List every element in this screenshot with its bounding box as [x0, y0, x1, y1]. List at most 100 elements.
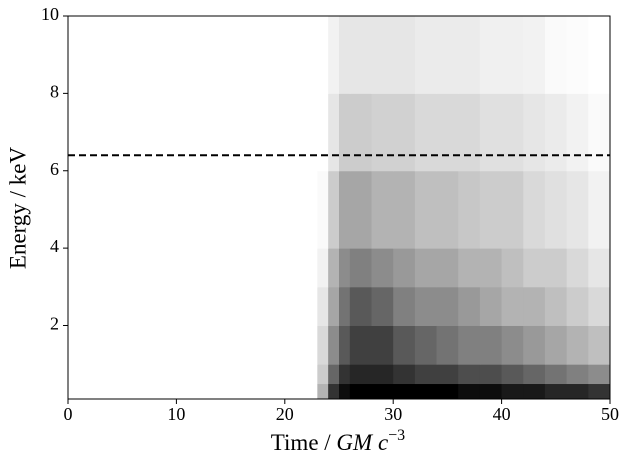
heat-cell	[317, 364, 329, 385]
heat-cell	[371, 170, 394, 249]
heat-cell	[588, 16, 611, 94]
heat-cell	[566, 248, 589, 288]
heat-cell	[414, 286, 438, 326]
heat-cell	[371, 383, 394, 400]
heat-cell	[479, 286, 503, 326]
heat-cell	[328, 93, 340, 172]
heat-cell	[436, 383, 459, 400]
heat-cell	[328, 286, 340, 326]
heat-cell	[458, 383, 481, 400]
heat-cell	[458, 364, 481, 385]
x-label-text: Time /	[271, 430, 337, 455]
heat-cell	[339, 325, 351, 365]
heat-cell	[339, 383, 351, 400]
heat-cell	[328, 325, 340, 365]
heat-cell	[371, 93, 394, 172]
heat-cell	[414, 248, 438, 288]
heat-cell	[523, 364, 546, 385]
heat-cell	[349, 364, 373, 385]
heat-cell	[349, 170, 373, 249]
heat-cell	[68, 170, 318, 249]
heat-cell	[371, 248, 394, 288]
heat-cell	[339, 286, 351, 326]
heat-cell	[68, 16, 318, 94]
heat-cell	[317, 16, 329, 94]
heat-cell	[68, 364, 318, 385]
y-tick-label: 4	[50, 236, 59, 256]
heat-cell	[339, 170, 351, 249]
heat-cell	[436, 248, 459, 288]
heat-cell	[393, 93, 416, 172]
heat-cell	[436, 93, 459, 172]
heat-cell	[523, 93, 546, 172]
heat-cell	[588, 383, 611, 400]
heat-cell	[371, 16, 394, 94]
heat-cell	[349, 286, 373, 326]
heat-cell	[479, 364, 503, 385]
heat-cell	[393, 364, 416, 385]
plot-frame	[67, 15, 611, 400]
x-tick-label: 40	[493, 404, 511, 424]
heat-cell	[328, 383, 340, 400]
heat-cell	[566, 364, 589, 385]
x-axis-label: Time / GM c−3	[271, 427, 405, 456]
heat-cell	[566, 93, 589, 172]
x-label-math: GM c	[336, 430, 388, 455]
heat-cell	[479, 248, 503, 288]
heat-cell	[458, 286, 481, 326]
heat-cell	[479, 170, 503, 249]
heat-cell	[317, 170, 329, 249]
heat-cell	[339, 248, 351, 288]
heat-cell	[501, 383, 524, 400]
heat-cell	[349, 383, 373, 400]
y-tick-label: 2	[50, 314, 59, 334]
heat-cell	[349, 16, 373, 94]
heat-cell	[501, 364, 524, 385]
heat-cell	[501, 248, 524, 288]
heat-cell	[501, 16, 524, 94]
heat-cell	[588, 286, 611, 326]
heat-cell	[317, 383, 329, 400]
heat-cell	[544, 325, 568, 365]
heat-cell	[393, 383, 416, 400]
heat-cell	[393, 325, 416, 365]
heat-cell	[523, 16, 546, 94]
heat-cell	[349, 248, 373, 288]
heatmap	[68, 16, 611, 400]
x-tick-label: 0	[64, 404, 73, 424]
heat-cell	[328, 16, 340, 94]
y-axis-label: Energy / keV	[5, 147, 30, 270]
heat-cell	[393, 16, 416, 94]
heat-cell	[523, 325, 546, 365]
heat-cell	[523, 286, 546, 326]
heat-cell	[317, 248, 329, 288]
y-tick-label: 6	[50, 159, 59, 179]
heat-cell	[328, 248, 340, 288]
heat-cell	[566, 170, 589, 249]
heat-cell	[458, 93, 481, 172]
heat-cell	[328, 364, 340, 385]
heat-cell	[436, 325, 459, 365]
heat-cell	[371, 364, 394, 385]
heat-cell	[436, 364, 459, 385]
heat-cell	[544, 286, 568, 326]
heat-cell	[588, 170, 611, 249]
heat-cell	[317, 286, 329, 326]
heat-cell	[479, 93, 503, 172]
heat-cell	[317, 325, 329, 365]
heat-cell	[479, 325, 503, 365]
heat-cell	[501, 325, 524, 365]
heat-cell	[458, 170, 481, 249]
heat-cell	[339, 16, 351, 94]
heat-cell	[68, 93, 318, 172]
heat-cell	[566, 286, 589, 326]
heat-cell	[68, 286, 318, 326]
heat-cell	[414, 364, 438, 385]
heat-cell	[458, 248, 481, 288]
heat-cell	[501, 170, 524, 249]
heat-cell	[544, 248, 568, 288]
heat-cell	[501, 286, 524, 326]
heat-cell	[414, 325, 438, 365]
heat-cell	[458, 325, 481, 365]
